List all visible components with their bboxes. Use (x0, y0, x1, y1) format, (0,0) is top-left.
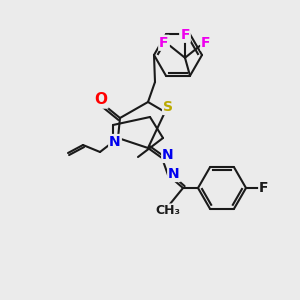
Text: F: F (180, 28, 190, 42)
Text: O: O (94, 92, 107, 107)
Text: N: N (109, 135, 121, 149)
Text: N: N (168, 167, 180, 181)
Text: F: F (259, 181, 269, 195)
Text: F: F (201, 36, 211, 50)
Text: S: S (163, 100, 173, 114)
Text: F: F (159, 36, 169, 50)
Text: CH₃: CH₃ (155, 205, 181, 218)
Text: N: N (162, 148, 174, 162)
